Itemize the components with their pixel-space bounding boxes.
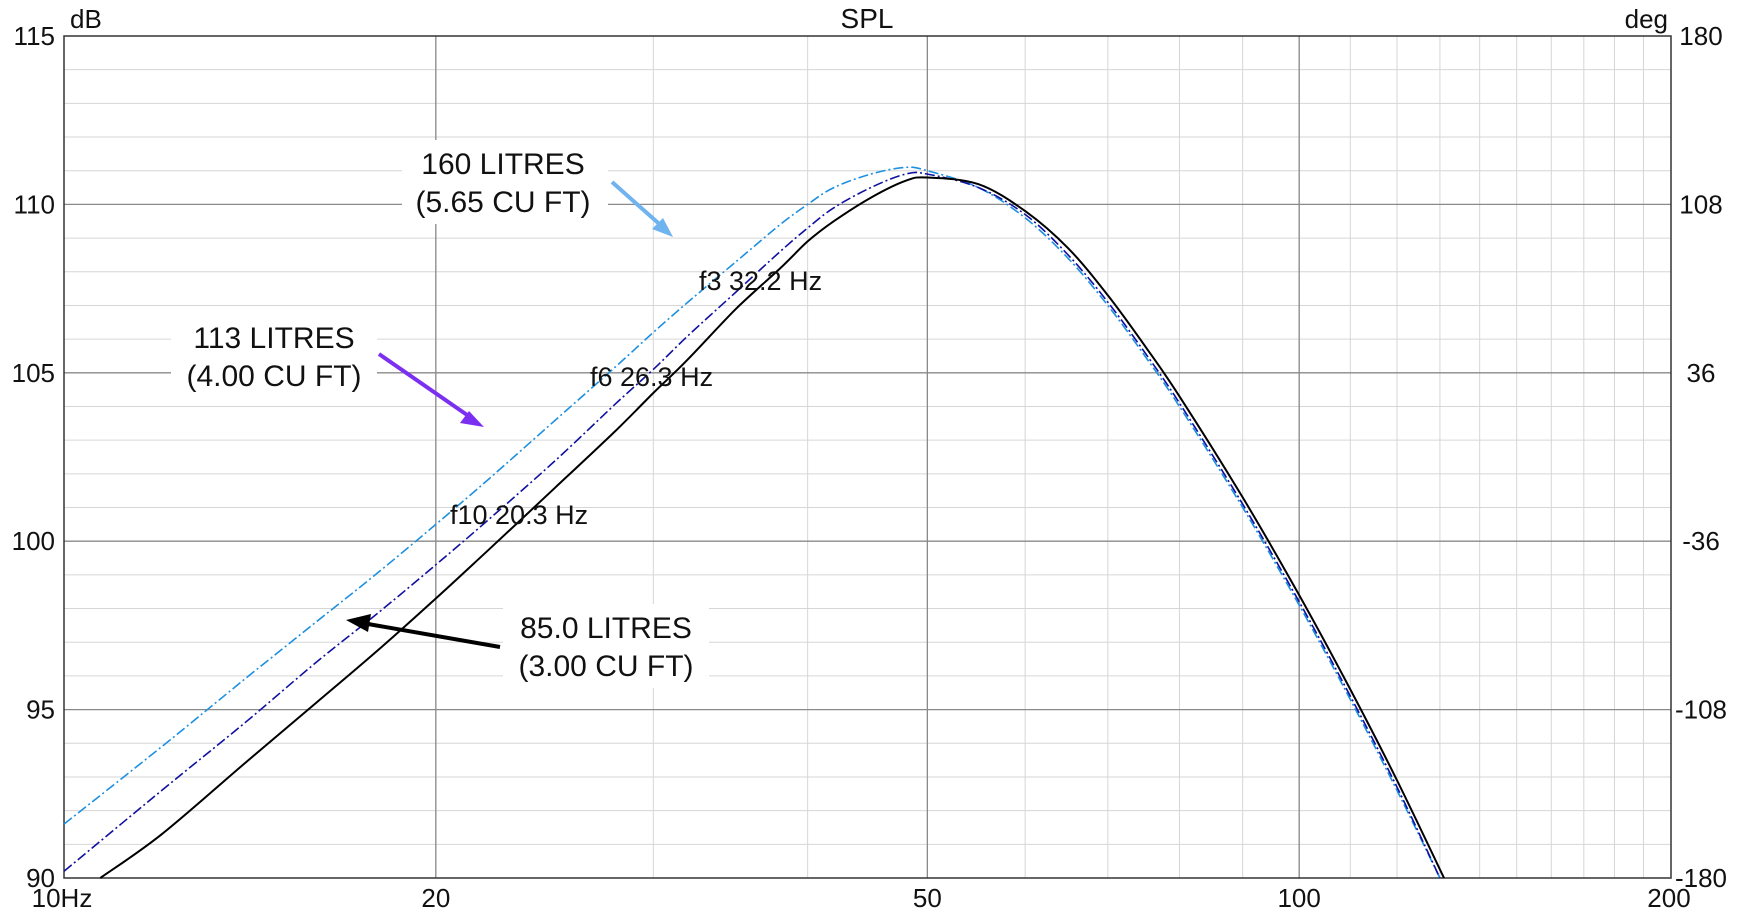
annotation-160-box xyxy=(402,140,608,224)
y-axis-unit-right: deg xyxy=(1625,4,1668,34)
series-layer xyxy=(63,166,1445,879)
annotation-113-box xyxy=(171,316,377,400)
y-tick-label-90: 90 xyxy=(26,863,55,893)
arrow-85-litres xyxy=(346,614,501,649)
series-line-2 xyxy=(99,176,1445,879)
arrow-113-head xyxy=(460,411,484,427)
arrow-160-litres xyxy=(610,180,673,237)
annotation-85-box xyxy=(503,604,709,688)
chart-title: SPL xyxy=(841,3,894,34)
y2-tick-label--36: -36 xyxy=(1682,526,1720,556)
arrow-160-head xyxy=(652,218,673,237)
series-line-0 xyxy=(63,166,1441,879)
annotation-85-line2: (3.00 CU FT) xyxy=(518,650,693,683)
f10-marker-label: f10 20.3 Hz xyxy=(450,500,588,530)
arrow-85-head xyxy=(346,614,371,632)
x-tick-label-20: 20 xyxy=(421,883,450,913)
annotation-160-litres: 160 LITRES (5.65 CU FT) xyxy=(402,140,608,224)
plot-frame xyxy=(63,35,1672,879)
y2-tick-label-180: 180 xyxy=(1679,21,1722,51)
y2-tick-label-108: 108 xyxy=(1679,189,1722,219)
x-tick-label-10Hz: 10Hz xyxy=(32,883,93,913)
x-tick-label-100: 100 xyxy=(1277,883,1320,913)
annotation-160-line1: 160 LITRES xyxy=(421,148,584,181)
arrow-85-shaft xyxy=(367,622,501,649)
f3-marker-label: f3 32.2 Hz xyxy=(699,266,822,296)
annotation-113-litres: 113 LITRES (4.00 CU FT) xyxy=(171,316,377,400)
y-tick-label-115: 115 xyxy=(14,21,55,51)
x-tick-label-200: 200 xyxy=(1647,883,1690,913)
y-tick-label-110: 110 xyxy=(14,189,55,219)
major-grid xyxy=(64,36,1671,878)
arrow-113-shaft xyxy=(377,352,472,419)
y-axis-unit-left: dB xyxy=(70,4,102,34)
annotation-113-line2: (4.00 CU FT) xyxy=(186,360,361,393)
arrow-160-shaft xyxy=(610,180,667,231)
f6-marker-label: f6 26.3 Hz xyxy=(590,362,713,392)
y2-tick-label--108: -108 xyxy=(1675,695,1727,725)
annotation-85-litres: 85.0 LITRES (3.00 CU FT) xyxy=(503,604,709,688)
annotation-113-line1: 113 LITRES xyxy=(193,322,354,355)
y-tick-label-95: 95 xyxy=(26,695,55,725)
y2-tick-label--180: -180 xyxy=(1675,863,1727,893)
y2-tick-label-36: 36 xyxy=(1687,358,1716,388)
y-tick-label-105: 105 xyxy=(12,358,55,388)
annotation-160-line2: (5.65 CU FT) xyxy=(415,186,590,219)
series-line-1 xyxy=(63,171,1441,879)
annotation-85-line1: 85.0 LITRES xyxy=(520,612,692,645)
tick-labels: 10Hz 20 50 100 200 90 95 100 105 110 115 -180 -108 -3… xyxy=(12,21,1727,913)
annotation-layer: 160 LITRES (5.65 CU FT) 113 LITRES (4.00… xyxy=(171,140,822,688)
y-tick-label-100: 100 xyxy=(12,526,55,556)
x-tick-label-50: 50 xyxy=(913,883,942,913)
arrow-113-litres xyxy=(377,352,484,427)
